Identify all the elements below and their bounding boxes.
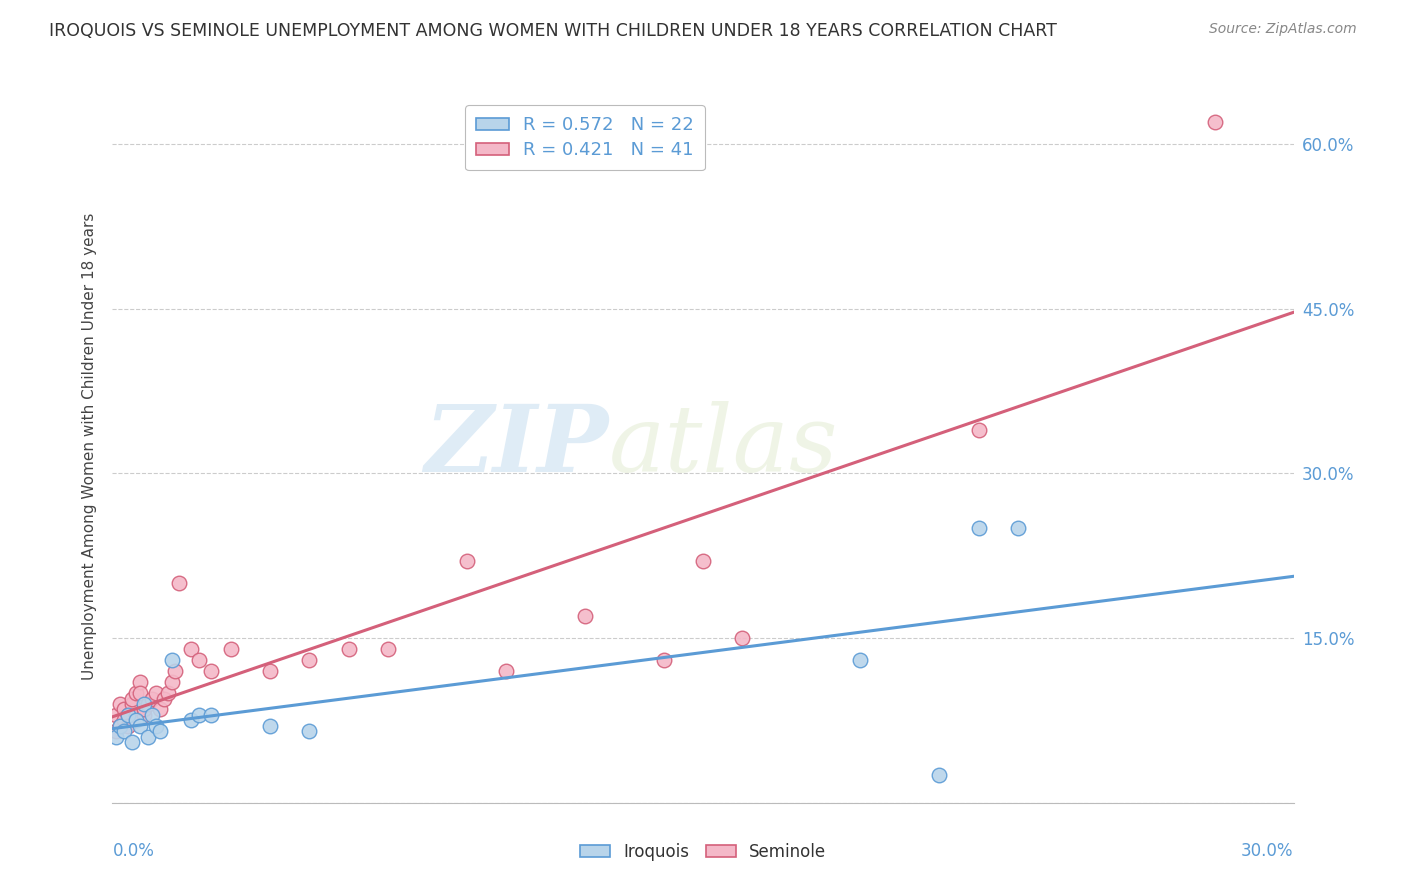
- Point: [110, 697, 132, 711]
- Point: [1007, 521, 1029, 535]
- Point: [180, 642, 202, 657]
- Text: 30.0%: 30.0%: [1241, 842, 1294, 860]
- Point: [188, 653, 211, 667]
- Y-axis label: Unemployment Among Women with Children Under 18 years: Unemployment Among Women with Children U…: [82, 212, 97, 680]
- Point: [112, 714, 135, 728]
- Point: [121, 697, 143, 711]
- Point: [145, 719, 167, 733]
- Point: [145, 686, 167, 700]
- Point: [149, 724, 172, 739]
- Point: [129, 719, 152, 733]
- Point: [125, 686, 148, 700]
- Point: [136, 730, 159, 744]
- Point: [132, 697, 155, 711]
- Point: [298, 653, 321, 667]
- Point: [259, 719, 281, 733]
- Point: [849, 653, 872, 667]
- Point: [1204, 115, 1226, 129]
- Point: [141, 708, 163, 723]
- Point: [337, 642, 360, 657]
- Text: atlas: atlas: [609, 401, 838, 491]
- Text: 0.0%: 0.0%: [112, 842, 155, 860]
- Point: [731, 631, 754, 645]
- Point: [156, 686, 179, 700]
- Text: ZIP: ZIP: [425, 401, 609, 491]
- Point: [692, 554, 714, 568]
- Point: [117, 719, 139, 733]
- Point: [105, 730, 128, 744]
- Point: [121, 735, 143, 749]
- Point: [180, 714, 202, 728]
- Point: [132, 702, 155, 716]
- Point: [105, 724, 128, 739]
- Legend: R = 0.572   N = 22, R = 0.421   N = 41: R = 0.572 N = 22, R = 0.421 N = 41: [465, 105, 704, 170]
- Point: [117, 708, 139, 723]
- Point: [125, 714, 148, 728]
- Point: [129, 686, 152, 700]
- Point: [574, 609, 596, 624]
- Point: [169, 576, 191, 591]
- Point: [112, 724, 135, 739]
- Point: [132, 708, 155, 723]
- Point: [200, 664, 222, 678]
- Point: [219, 642, 242, 657]
- Point: [165, 664, 187, 678]
- Point: [652, 653, 675, 667]
- Point: [188, 708, 211, 723]
- Point: [377, 642, 399, 657]
- Point: [105, 708, 128, 723]
- Text: Source: ZipAtlas.com: Source: ZipAtlas.com: [1209, 22, 1357, 37]
- Point: [200, 708, 222, 723]
- Point: [117, 708, 139, 723]
- Point: [160, 675, 183, 690]
- Point: [110, 719, 132, 733]
- Point: [456, 554, 478, 568]
- Point: [129, 675, 152, 690]
- Point: [928, 768, 950, 782]
- Text: IROQUOIS VS SEMINOLE UNEMPLOYMENT AMONG WOMEN WITH CHILDREN UNDER 18 YEARS CORRE: IROQUOIS VS SEMINOLE UNEMPLOYMENT AMONG …: [49, 22, 1057, 40]
- Point: [495, 664, 517, 678]
- Point: [259, 664, 281, 678]
- Point: [121, 691, 143, 706]
- Point: [967, 423, 990, 437]
- Point: [298, 724, 321, 739]
- Legend: Iroquois, Seminole: Iroquois, Seminole: [574, 837, 832, 868]
- Point: [110, 719, 132, 733]
- Point: [136, 697, 159, 711]
- Point: [152, 691, 174, 706]
- Point: [160, 653, 183, 667]
- Point: [967, 521, 990, 535]
- Point: [112, 702, 135, 716]
- Point: [125, 708, 148, 723]
- Point: [141, 691, 163, 706]
- Point: [149, 702, 172, 716]
